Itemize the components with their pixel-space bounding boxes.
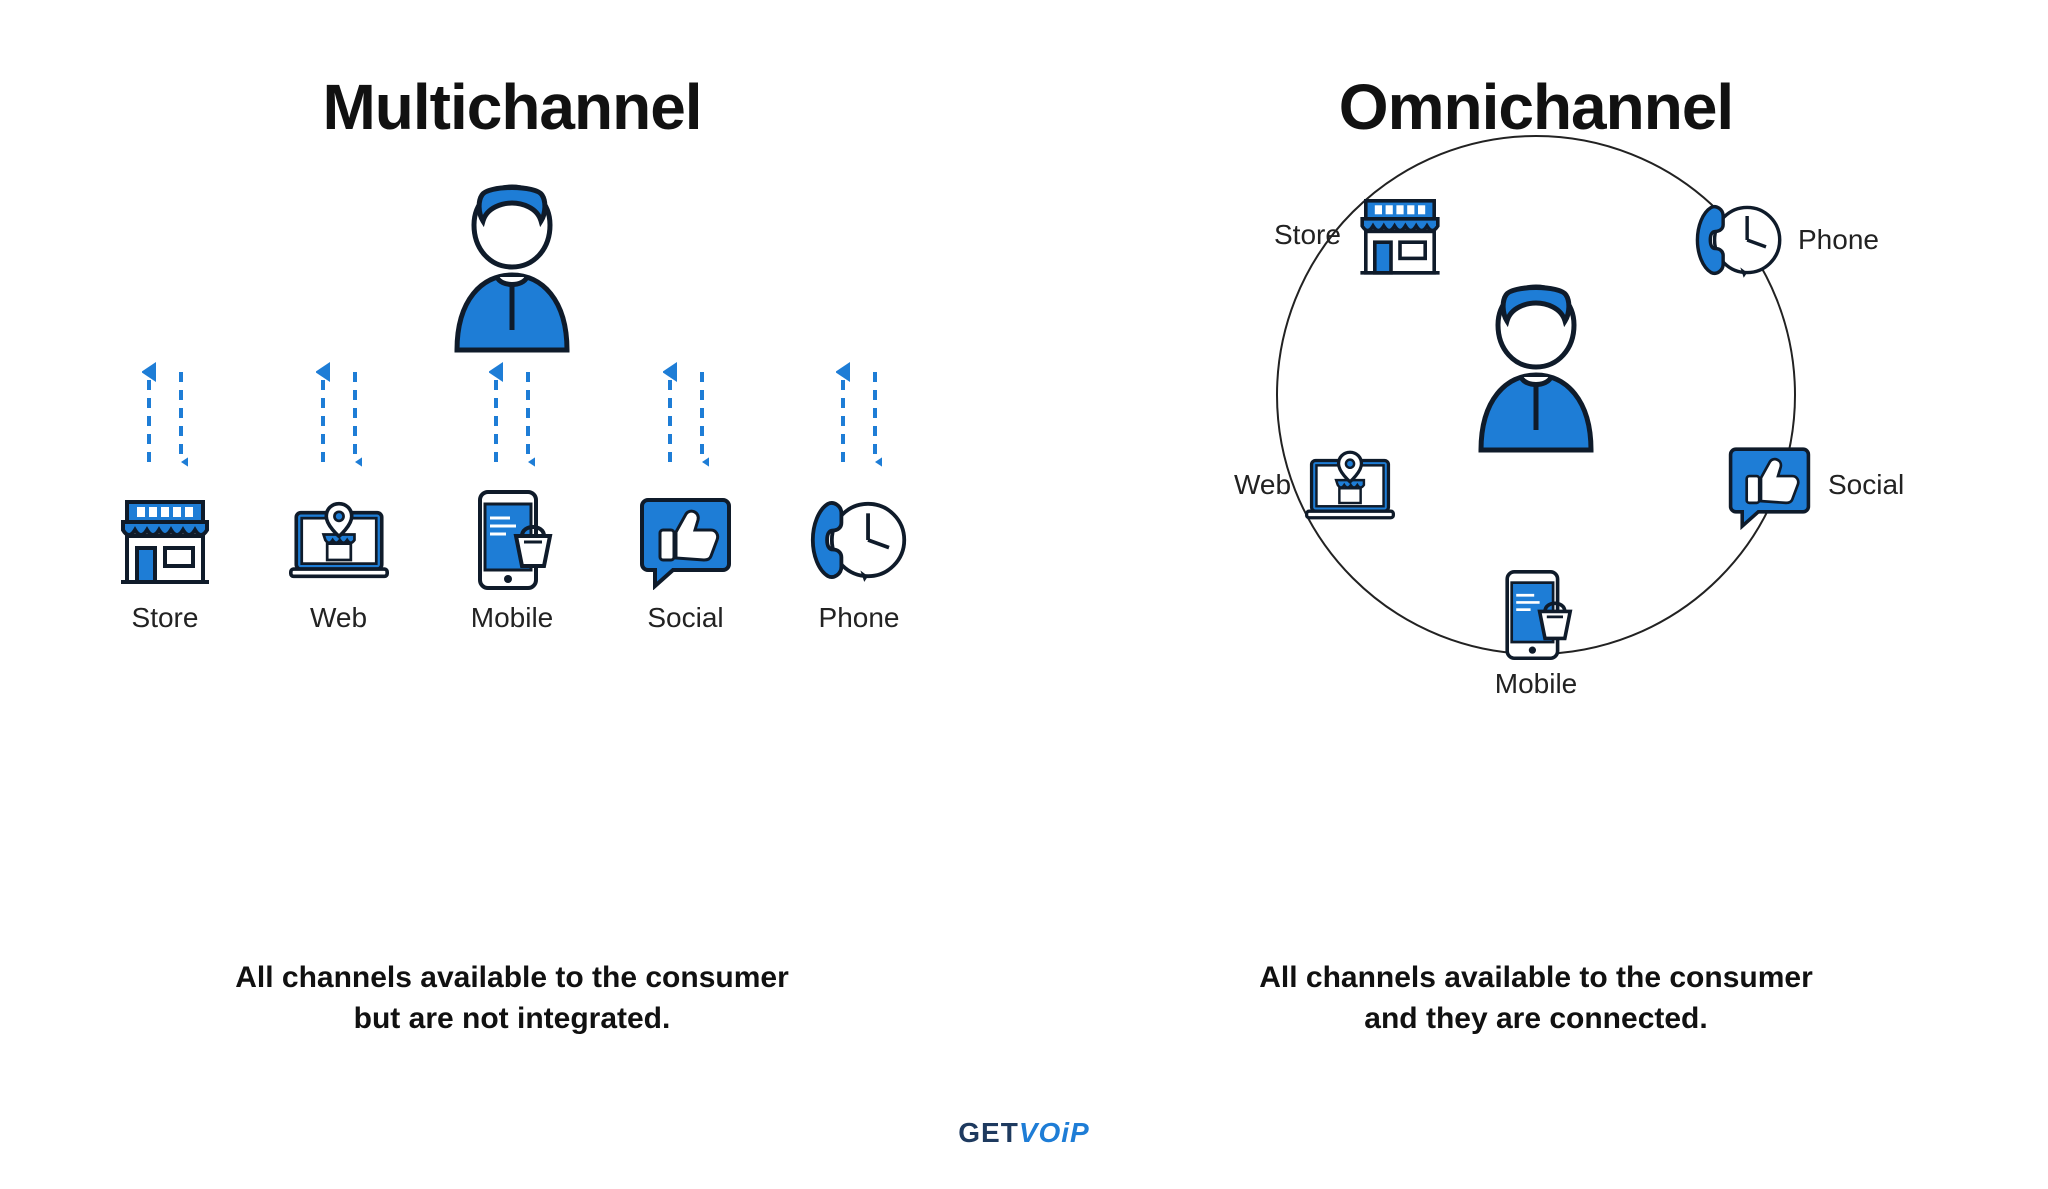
omnichannel-title: Omnichannel: [1024, 70, 2048, 144]
multichannel-caption: All channels available to the consumer b…: [0, 958, 1024, 1039]
multichannel-title: Multichannel: [0, 70, 1024, 144]
channel-label: Phone: [1798, 224, 1879, 256]
caption-line: All channels available to the consumer: [1259, 961, 1813, 994]
omni-node-mobile: Mobile: [1491, 570, 1581, 700]
logo-part: VOiP: [1019, 1117, 1090, 1148]
channel-web: Web: [254, 490, 424, 634]
channel-label: Store: [1274, 219, 1341, 251]
store-icon: [115, 490, 215, 590]
channel-label: Web: [310, 602, 367, 634]
channel-label: Mobile: [471, 602, 553, 634]
caption-line: but are not integrated.: [354, 1002, 671, 1035]
multichannel-person-icon: [427, 175, 597, 355]
web-icon: [289, 490, 389, 590]
web-icon: [1305, 440, 1395, 530]
caption-line: and they are connected.: [1364, 1002, 1707, 1035]
caption-line: All channels available to the consumer: [235, 961, 789, 994]
mobile-icon: [1491, 570, 1581, 660]
omnichannel-person-icon: [1451, 275, 1621, 455]
mobile-icon: [462, 490, 562, 590]
omni-node-web: Web: [1234, 440, 1395, 530]
store-icon: [1355, 190, 1445, 280]
logo-part: GET: [958, 1117, 1019, 1148]
channel-label: Social: [1828, 469, 1904, 501]
omni-node-social: Social: [1724, 440, 1904, 530]
channel-label: Mobile: [1495, 668, 1577, 700]
channel-label: Social: [647, 602, 723, 634]
phone-icon: [809, 490, 909, 590]
channel-label: Store: [132, 602, 199, 634]
channel-label: Phone: [819, 602, 900, 634]
channel-social: Social: [601, 490, 771, 634]
omnichannel-caption: All channels available to the consumer a…: [1024, 958, 2048, 1039]
omnichannel-panel: Omnichannel Store: [1024, 0, 2048, 1189]
social-icon: [1724, 440, 1814, 530]
channel-label: Web: [1234, 469, 1291, 501]
channel-mobile: Mobile: [427, 490, 597, 634]
social-icon: [636, 490, 736, 590]
multichannel-panel: Multichannel: [0, 0, 1024, 1189]
omni-node-store: Store: [1274, 190, 1445, 280]
phone-icon: [1694, 195, 1784, 285]
multichannel-channels: Store Web: [80, 490, 944, 634]
getvoip-logo: GETVOiP: [958, 1117, 1089, 1149]
multichannel-arrows: [80, 362, 944, 472]
omni-node-phone: Phone: [1694, 195, 1879, 285]
channel-store: Store: [80, 490, 250, 634]
channel-phone: Phone: [774, 490, 944, 634]
